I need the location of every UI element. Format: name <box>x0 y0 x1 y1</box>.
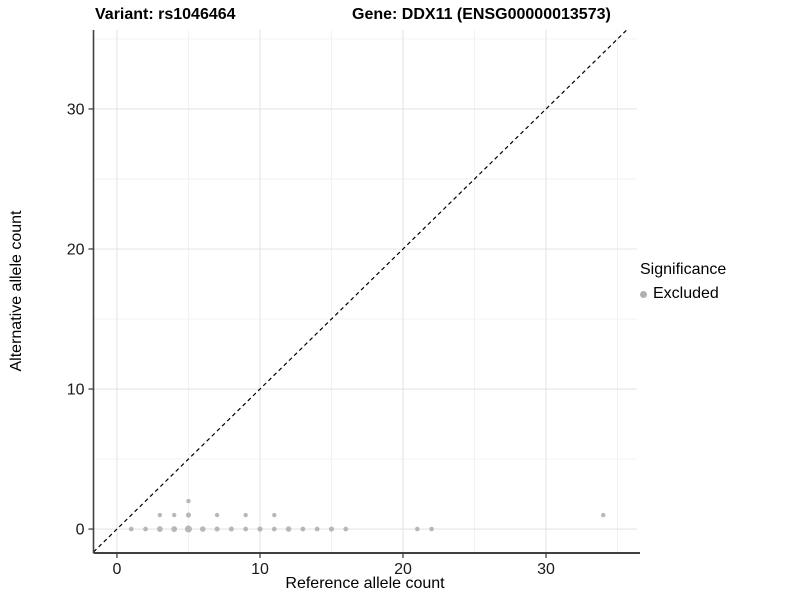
data-point <box>157 512 163 518</box>
data-point <box>171 512 177 518</box>
plot-title-variant: Variant: rs1046464 <box>95 6 236 23</box>
legend: Significance Excluded <box>640 261 726 303</box>
data-point <box>272 512 277 518</box>
plot-title-gene: Gene: DDX11 (ENSG00000013573) <box>352 6 611 23</box>
data-point <box>343 526 349 532</box>
x-tick-label: 0 <box>113 561 122 578</box>
y-tick-label: 10 <box>67 382 85 399</box>
y-tick-label: 0 <box>76 522 85 539</box>
data-points <box>128 498 606 533</box>
data-point <box>271 526 277 532</box>
x-tick-label: 20 <box>394 561 412 578</box>
data-point <box>257 526 263 532</box>
data-point <box>143 526 148 532</box>
identity-line <box>93 29 628 553</box>
data-point <box>415 526 420 532</box>
gridlines <box>93 30 637 553</box>
data-point <box>185 512 192 518</box>
data-point <box>128 526 134 532</box>
axes: 0 10 20 30 0 10 20 30 <box>67 30 640 578</box>
x-axis-title: Reference allele count <box>285 575 445 592</box>
x-tick-label: 10 <box>251 561 269 578</box>
data-point <box>184 525 192 533</box>
x-tick-label: 30 <box>537 561 555 578</box>
data-point <box>228 526 234 532</box>
data-point <box>214 512 220 518</box>
legend-title: Significance <box>640 261 727 278</box>
data-point <box>214 526 220 532</box>
data-point <box>601 512 606 518</box>
data-point <box>171 526 178 532</box>
y-tick-label: 20 <box>67 242 85 259</box>
data-point <box>300 526 306 532</box>
data-point <box>186 498 191 504</box>
legend-point-icon <box>640 290 647 298</box>
legend-item-excluded: Excluded <box>640 285 726 303</box>
y-tick-label: 30 <box>67 101 85 118</box>
data-point <box>156 526 163 532</box>
data-point <box>314 526 320 532</box>
data-point <box>243 526 249 532</box>
y-axis-title: Alternative allele count <box>8 210 25 372</box>
data-point <box>328 526 335 532</box>
data-point <box>429 526 434 532</box>
data-point <box>285 526 292 532</box>
legend-item-label: Excluded <box>653 285 719 302</box>
data-point <box>243 512 248 518</box>
data-point <box>199 526 206 532</box>
